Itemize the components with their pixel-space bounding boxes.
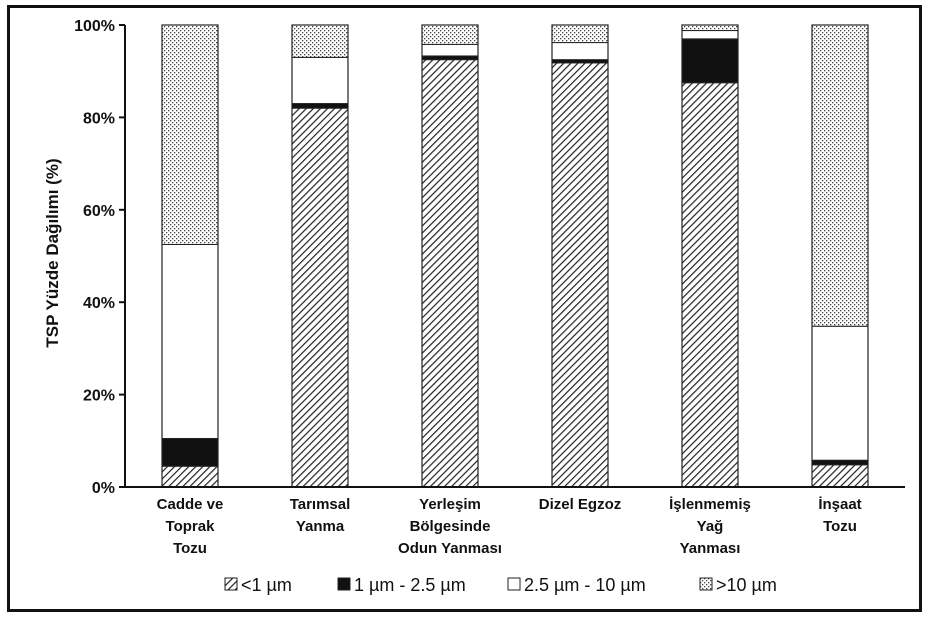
y-tick-label: 80% [83, 110, 115, 127]
bar-segment [421, 24, 479, 45]
legend-label: <1 µm [241, 575, 292, 595]
bar-segment [421, 59, 479, 488]
bar-segment [161, 465, 219, 488]
bar-segment [681, 82, 739, 488]
y-tick-label: 100% [74, 18, 115, 35]
category-label: Tozu [823, 518, 857, 535]
bar-segment [291, 24, 349, 58]
legend-label: 2.5 µm - 10 µm [524, 575, 646, 595]
bar-segment [681, 24, 739, 32]
category-label: Cadde ve [157, 496, 224, 513]
bar-segment [421, 55, 479, 61]
y-axis-label: TSP Yüzde Dağılımı (%) [43, 158, 62, 347]
bar-segment [811, 464, 869, 488]
bar-segment [551, 62, 609, 488]
category-label: Tozu [173, 540, 207, 557]
category-label: Bölgesinde [410, 518, 491, 535]
category-label: Toprak [166, 518, 216, 535]
y-tick-label: 40% [83, 295, 115, 312]
category-label: Odun Yanması [398, 540, 502, 557]
y-tick-label: 20% [83, 388, 115, 405]
legend-swatch [224, 577, 238, 591]
category-label: Yanma [296, 518, 345, 535]
legend-swatch [507, 577, 521, 591]
bar-segment [421, 43, 479, 57]
bar-segment [161, 243, 219, 439]
legend-swatch [337, 577, 351, 591]
chart-frame: TSP Yüzde Dağılımı (%) 0% 20% 40% 60% 80% 100… [7, 5, 922, 612]
category-label: Tarımsal [290, 496, 351, 513]
bar-segment [551, 24, 609, 44]
bar-segment [811, 459, 869, 466]
category-label: Dizel Egzoz [539, 496, 622, 513]
category-label: Yerleşim [419, 496, 481, 513]
bar-segment [811, 24, 869, 327]
legend-swatch [699, 577, 713, 591]
category-label: Yağ [697, 518, 724, 535]
stacked-bar-chart: TSP Yüzde Dağılımı (%) 0% 20% 40% 60% 80% 100… [43, 18, 905, 595]
y-tick-label: 60% [83, 203, 115, 220]
category-label: İnşaat [818, 496, 861, 513]
bar-segment [551, 42, 609, 61]
legend-label: >10 µm [716, 575, 777, 595]
legend-label: 1 µm - 2.5 µm [354, 575, 466, 595]
bar-segment [161, 24, 219, 245]
category-label: İşlenmemiş [669, 496, 751, 513]
y-tick-label: 0% [92, 480, 115, 497]
category-label: Yanması [680, 540, 741, 557]
bar-segment [681, 38, 739, 84]
bar-segment [291, 103, 349, 109]
bar-segment [291, 107, 349, 488]
bar-segment [291, 56, 349, 105]
bar-segment [681, 30, 739, 40]
bar-segment [811, 325, 869, 461]
bar-segment [161, 437, 219, 467]
